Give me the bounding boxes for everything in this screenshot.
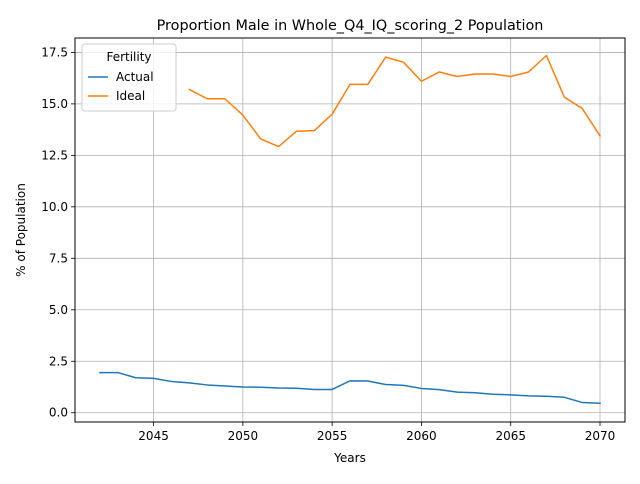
legend-label-ideal: Ideal [116, 89, 145, 103]
y-tick-label: 5.0 [49, 303, 68, 317]
series-line-actual [99, 371, 601, 405]
legend-title: Fertility [106, 50, 151, 64]
x-tick-label: 2070 [585, 429, 616, 443]
x-axis-ticks: 2045 2050 2055 2060 2065 2070 [138, 422, 615, 443]
legend-box [81, 43, 177, 112]
x-tick-label: 2050 [228, 429, 259, 443]
x-tick-label: 2060 [406, 429, 437, 443]
legend: Fertility Actual Ideal [81, 43, 177, 112]
chart-title: Proportion Male in Whole_Q4_IQ_scoring_2… [157, 18, 544, 34]
y-tick-label: 10.0 [41, 200, 68, 214]
x-axis-label: Years [333, 451, 366, 465]
x-tick-label: 2045 [138, 429, 169, 443]
x-tick-label: 2055 [317, 429, 348, 443]
series-lines [99, 54, 602, 405]
series-line-ideal [188, 54, 602, 148]
plot-frame [74, 37, 626, 423]
grid [75, 38, 625, 422]
legend-label-actual: Actual [116, 70, 154, 84]
y-axis-ticks: 0.0 2.5 5.0 7.5 10.0 12.5 15.0 17.5 [41, 45, 75, 420]
y-tick-label: 2.5 [49, 354, 68, 368]
y-tick-label: 17.5 [41, 45, 68, 59]
y-tick-label: 7.5 [49, 251, 68, 265]
y-axis-label: % of Population [14, 183, 28, 277]
x-tick-label: 2065 [495, 429, 526, 443]
y-tick-label: 0.0 [49, 406, 68, 420]
y-tick-label: 12.5 [41, 148, 68, 162]
y-tick-label: 15.0 [41, 97, 68, 111]
